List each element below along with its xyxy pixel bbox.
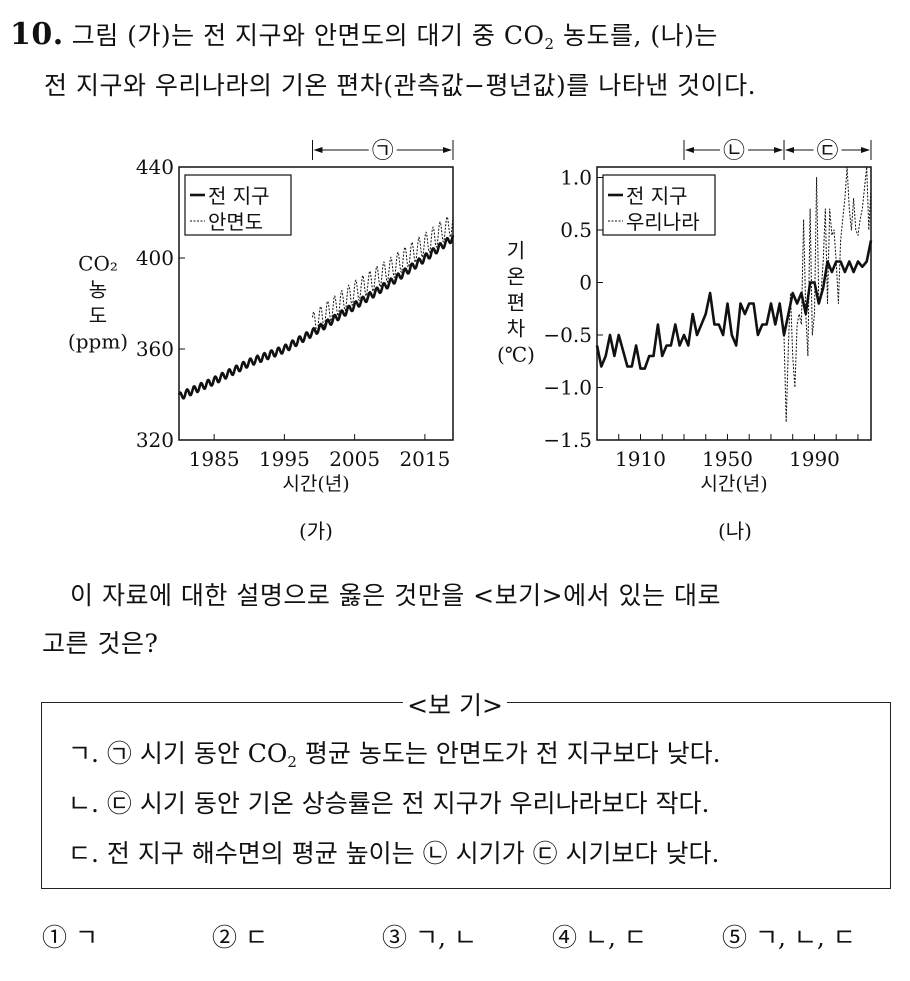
bogi-item-3: ㄷ. 전 지구 해수면의 평균 높이는 ㉡ 시기가 ㉢ 시기보다 낮다. xyxy=(68,834,719,870)
y-axis-label: (ppm) xyxy=(68,330,128,354)
y-axis-label: 차 xyxy=(507,317,525,341)
item-text: 시기가 xyxy=(447,839,533,868)
y-tick-label: 360 xyxy=(136,337,174,361)
prompt-line-2: 고른 것은? xyxy=(42,629,159,658)
y-tick-label: 0 xyxy=(579,271,592,295)
prompt-line-1: 이 자료에 대한 설명으로 옳은 것만을 <보기>에서 있는 대로 xyxy=(70,581,721,610)
charts: 320 360 400 440 1985 1995 2005 2015 시간(년) CO₂농도(p… xyxy=(68,139,873,543)
chart-caption: (나) xyxy=(718,519,752,543)
x-tick-label: 2015 xyxy=(399,447,450,471)
y-tick-label: −1.0 xyxy=(543,376,592,400)
series-line-1 xyxy=(177,235,455,400)
y-tick-label: −1.5 xyxy=(543,428,592,452)
item-text: 시기보다 낮다. xyxy=(557,839,720,868)
subscript: 2 xyxy=(287,753,297,771)
y-tick-label: 440 xyxy=(136,155,174,179)
option-4[interactable]: ④ ㄴ, ㄷ xyxy=(552,923,647,952)
option-5[interactable]: ⑤ ㄱ, ㄴ, ㄷ xyxy=(722,923,856,952)
x-tick-label: 1990 xyxy=(789,447,840,471)
question-text: 그림 (가)는 전 지구와 안면도의 대기 중 CO xyxy=(71,21,545,50)
bogi-title-text: <보 기> xyxy=(403,691,507,720)
plot-frame xyxy=(596,166,872,441)
item-label: ㄱ. xyxy=(68,739,107,768)
y-tick-label: −0.5 xyxy=(543,323,592,347)
x-axis-label: 시간(년) xyxy=(700,473,767,495)
y-tick-label: 400 xyxy=(136,246,174,270)
period-mark: ㉠ xyxy=(106,739,132,768)
y-axis-label: 편 xyxy=(507,291,525,315)
x-axis-label: 시간(년) xyxy=(282,473,349,495)
subscript: 2 xyxy=(544,35,555,53)
arrow-head-icon xyxy=(443,147,452,153)
legend-box xyxy=(184,174,292,236)
legend-box xyxy=(602,174,716,236)
x-tick-label: 1995 xyxy=(259,447,310,471)
legend-label: 전 지구 xyxy=(626,184,688,208)
y-tick-label: 1.0 xyxy=(560,166,592,190)
bogi-title: <보 기> xyxy=(0,686,910,722)
option-2[interactable]: ② ㄷ xyxy=(212,923,268,952)
arrow-head-icon xyxy=(313,147,323,153)
bogi-item-1: ㄱ. ㉠ 시기 동안 CO2 평균 농도는 안면도가 전 지구보다 낮다. xyxy=(68,734,721,771)
item-label: ㄴ. xyxy=(68,789,107,818)
question-number: 10. xyxy=(10,17,64,52)
question-line-2: 전 지구와 우리나라의 기온 편차(관측값−평년값)를 나타낸 것이다. xyxy=(44,71,757,100)
series-line-2 xyxy=(312,216,454,333)
period-mark: ㉢ xyxy=(532,839,558,868)
y-axis-label: 도 xyxy=(89,304,107,328)
period-label: ㉡ xyxy=(723,139,745,164)
period-label: ㉠ xyxy=(372,139,394,164)
item-text: 시기 동안 CO xyxy=(131,739,288,768)
series-line-2 xyxy=(783,166,872,423)
arrow-head-icon xyxy=(684,147,694,153)
option-1[interactable]: ① ㄱ xyxy=(42,923,98,952)
y-axis-label: 온 xyxy=(507,265,525,289)
period-mark: ㉢ xyxy=(106,789,132,818)
x-tick-label: 1985 xyxy=(189,447,240,471)
x-tick-label: 1950 xyxy=(702,447,753,471)
y-axis-label: 농 xyxy=(89,278,107,302)
item-text: 시기 동안 기온 상승률은 전 지구가 우리나라보다 작다. xyxy=(131,789,710,818)
question-text: 농도를, (나)는 xyxy=(554,21,718,50)
y-axis-label: (℃) xyxy=(497,343,535,367)
period-label: ㉢ xyxy=(817,139,839,164)
legend-label: 안면도 xyxy=(208,210,263,234)
option-3[interactable]: ③ ㄱ, ㄴ xyxy=(382,923,477,952)
question-line-1: 10. 그림 (가)는 전 지구와 안면도의 대기 중 CO2 농도를, (나)는 xyxy=(10,16,718,53)
bogi-item-2: ㄴ. ㉢ 시기 동안 기온 상승률은 전 지구가 우리나라보다 작다. xyxy=(68,784,709,820)
y-tick-label: 0.5 xyxy=(560,218,592,242)
period-mark: ㉡ xyxy=(422,839,448,868)
arrow-head-icon xyxy=(861,147,870,153)
legend-label: 전 지구 xyxy=(208,184,270,208)
arrow-head-icon xyxy=(774,147,784,153)
y-tick-label: 320 xyxy=(136,428,174,452)
item-text: 평균 농도는 안면도가 전 지구보다 낮다. xyxy=(296,739,721,768)
item-text: ㄷ. 전 지구 해수면의 평균 높이는 xyxy=(68,839,423,868)
plot-frame xyxy=(178,166,454,441)
arrow-head-icon xyxy=(785,147,795,153)
series-line-1 xyxy=(595,240,873,370)
chart-caption: (가) xyxy=(299,519,333,543)
x-tick-label: 1910 xyxy=(615,447,666,471)
y-axis-label: 기 xyxy=(507,239,525,263)
x-tick-label: 2005 xyxy=(329,447,380,471)
y-axis-label: CO₂ xyxy=(78,252,118,276)
legend-label: 우리나라 xyxy=(626,210,700,234)
